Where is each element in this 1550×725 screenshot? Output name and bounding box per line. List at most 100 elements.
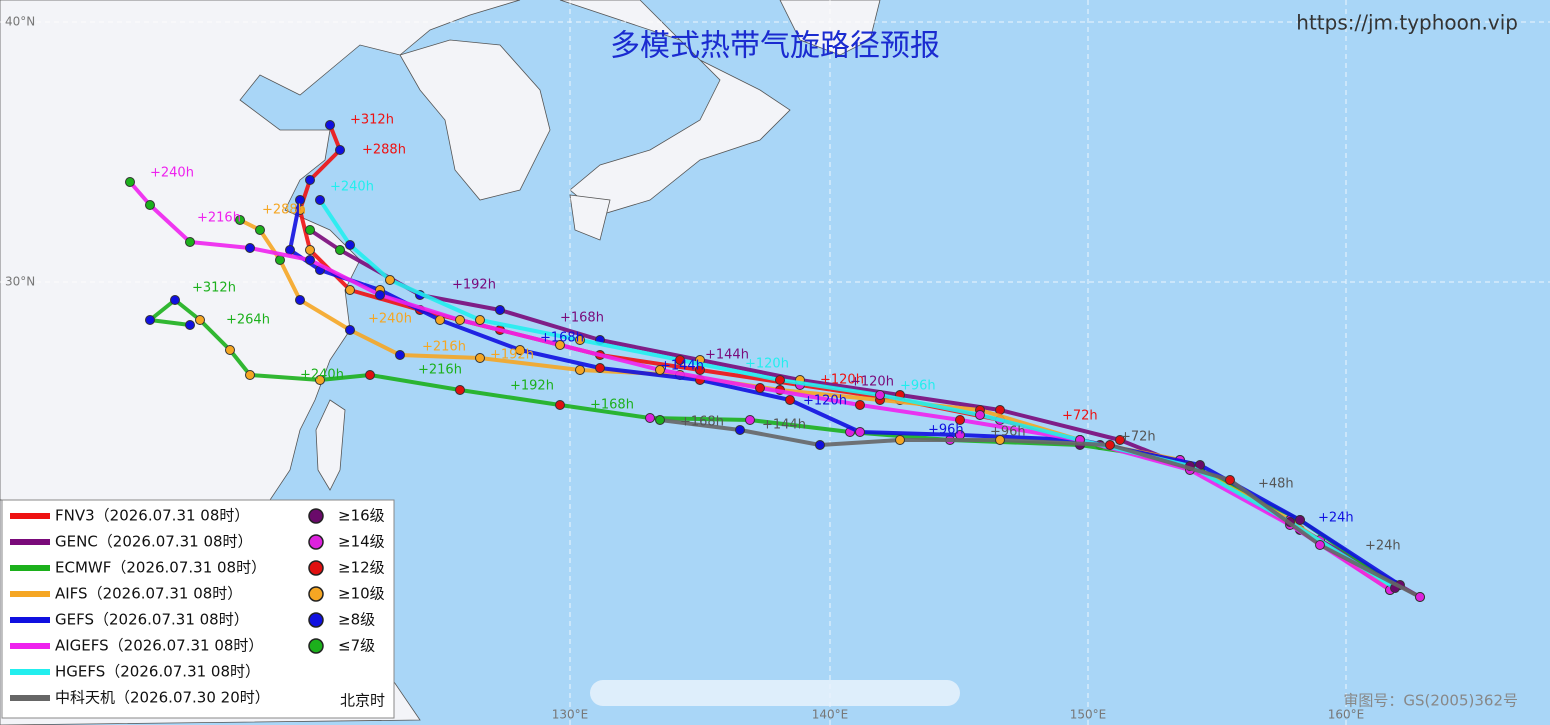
track-label: +24h	[1318, 511, 1354, 526]
lat-label: 40°N	[5, 15, 35, 29]
track-point	[315, 195, 325, 205]
track-point	[305, 225, 315, 235]
track-point	[170, 295, 180, 305]
track-label: +24h	[1365, 539, 1401, 554]
track-label: +216h	[422, 340, 466, 355]
track-point	[455, 385, 465, 395]
track-line	[148, 298, 1397, 587]
track-point	[255, 225, 265, 235]
intensity-label: ≥14级	[338, 533, 385, 551]
track-point	[275, 255, 285, 265]
track-point	[375, 290, 385, 300]
track-label: +216h	[197, 211, 241, 226]
track-point	[295, 295, 305, 305]
track-point	[555, 340, 565, 350]
track-point	[655, 415, 665, 425]
track-point	[305, 245, 315, 255]
legend-label: 中科天机（2026.07.30 20时）	[55, 689, 270, 707]
track-point	[995, 435, 1005, 445]
track-label: +312h	[192, 281, 236, 296]
track-point	[245, 370, 255, 380]
track-label: +48h	[1258, 477, 1294, 492]
track-point	[475, 353, 485, 363]
track-label: +288h	[262, 203, 306, 218]
legend-label: HGEFS（2026.07.31 08时）	[55, 663, 260, 681]
legend-label: AIFS（2026.07.31 08时）	[55, 585, 242, 603]
track-point	[735, 425, 745, 435]
track-point	[305, 175, 315, 185]
legend-label: FNV3（2026.07.31 08时）	[55, 507, 249, 525]
track-label: +240h	[150, 166, 194, 181]
track-point	[775, 375, 785, 385]
track-point	[875, 390, 885, 400]
track-point	[675, 355, 685, 365]
track-point	[125, 177, 135, 187]
legend: FNV3（2026.07.31 08时） GENC（2026.07.31 08时）…	[1, 499, 395, 719]
track-label: +72h	[1062, 409, 1098, 424]
track-point	[575, 365, 585, 375]
track-point	[515, 345, 525, 355]
track-point	[1295, 515, 1305, 525]
track-label: +144h	[762, 418, 806, 433]
track-point	[595, 363, 605, 373]
track-label: +168h	[540, 331, 584, 346]
track-point	[335, 145, 345, 155]
intensity-dot	[308, 612, 324, 628]
lon-label: 160°E	[1328, 708, 1365, 722]
intensity-dot	[308, 534, 324, 550]
track-point	[365, 370, 375, 380]
track-label: +96h	[990, 425, 1026, 440]
intensity-dot	[308, 638, 324, 654]
lon-label: 140°E	[812, 708, 849, 722]
track-label: +120h	[820, 373, 864, 388]
track-point	[1115, 435, 1125, 445]
track-point	[495, 305, 505, 315]
track-point	[285, 245, 295, 255]
track-label: +120h	[850, 375, 894, 390]
track-point	[975, 410, 985, 420]
track-point	[745, 415, 755, 425]
track-point	[185, 237, 195, 247]
track-label: +168h	[680, 415, 724, 430]
track-label: +144h	[705, 348, 749, 363]
track-label: +288h	[362, 143, 406, 158]
track-point	[1105, 440, 1115, 450]
track-label: +312h	[350, 113, 394, 128]
track-point	[195, 315, 205, 325]
watermark	[590, 680, 960, 706]
lat-label: 30°N	[5, 275, 35, 289]
track-label: +240h	[300, 368, 344, 383]
track-point	[345, 240, 355, 250]
track-label: +192h	[490, 348, 534, 363]
track-label: +192h	[452, 278, 496, 293]
track-point	[555, 400, 565, 410]
track-point	[145, 200, 155, 210]
track-point	[295, 195, 305, 205]
track-point	[755, 383, 765, 393]
track-point	[1225, 475, 1235, 485]
track-point	[645, 413, 655, 423]
track-label: +264h	[226, 313, 270, 328]
intensity-dot	[308, 560, 324, 576]
site-url: https://jm.typhoon.vip	[1296, 11, 1518, 35]
timezone: 北京时	[340, 692, 385, 710]
track-point	[1415, 592, 1425, 602]
legend-label: ECMWF（2026.07.31 08时）	[55, 559, 266, 577]
track-point	[815, 440, 825, 450]
track-point	[575, 335, 585, 345]
track-point	[785, 395, 795, 405]
track-point	[305, 255, 315, 265]
intensity-dot	[308, 586, 324, 602]
intensity-dot	[308, 508, 324, 524]
track-point	[1315, 540, 1325, 550]
track-point	[855, 400, 865, 410]
lon-label: 130°E	[552, 708, 589, 722]
track-point	[855, 427, 865, 437]
track-point	[245, 243, 255, 253]
track-point	[345, 285, 355, 295]
track-point	[145, 315, 155, 325]
track-point	[335, 245, 345, 255]
track-label: +240h	[330, 180, 374, 195]
intensity-label: ≥8级	[338, 611, 375, 629]
